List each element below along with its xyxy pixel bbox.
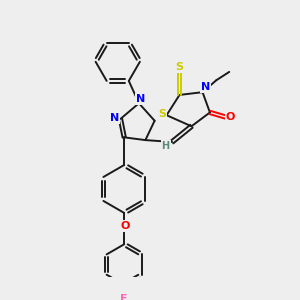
Text: S: S bbox=[176, 62, 184, 72]
Text: F: F bbox=[120, 294, 128, 300]
Text: O: O bbox=[226, 112, 235, 122]
Text: N: N bbox=[136, 94, 146, 103]
Text: N: N bbox=[110, 113, 120, 123]
Text: N: N bbox=[201, 82, 210, 92]
Text: O: O bbox=[120, 221, 130, 231]
Text: S: S bbox=[158, 109, 166, 119]
Text: H: H bbox=[162, 141, 170, 151]
